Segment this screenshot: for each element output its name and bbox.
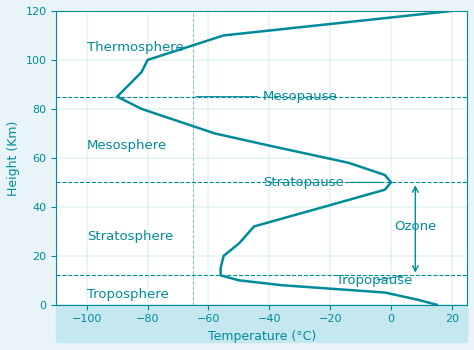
Text: Troposphere: Troposphere (87, 288, 169, 301)
X-axis label: Temperature (°C): Temperature (°C) (208, 330, 316, 343)
Text: Mesopause: Mesopause (196, 90, 338, 103)
Text: Thermosphere: Thermosphere (87, 41, 183, 54)
Text: Ozone: Ozone (394, 220, 437, 233)
Text: Stratosphere: Stratosphere (87, 230, 173, 243)
Text: Stratopause: Stratopause (263, 176, 382, 189)
Bar (56, 305, 467, 342)
Text: Tropopause: Tropopause (336, 274, 412, 287)
Y-axis label: Height (Km): Height (Km) (7, 120, 20, 196)
Text: Mesosphere: Mesosphere (87, 139, 167, 152)
